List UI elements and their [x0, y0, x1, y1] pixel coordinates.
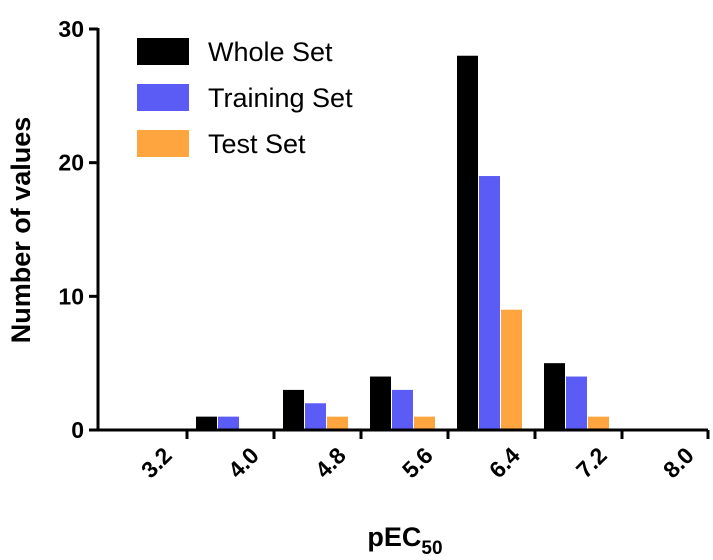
bar-test-set-5-6	[414, 416, 435, 429]
axes-group	[96, 28, 708, 432]
bars-group	[196, 55, 609, 429]
x-tick-label: 6.4	[484, 442, 525, 483]
x-tick-label: 4.8	[310, 442, 351, 483]
x-tick-label: 8.0	[658, 442, 699, 483]
bar-test-set-4-8	[327, 416, 348, 429]
x-tick-label: 7.2	[571, 442, 612, 483]
bar-training-set-7-2	[566, 376, 587, 429]
x-tick-label: 3.2	[136, 442, 177, 483]
bar-training-set-4-0	[218, 416, 239, 429]
y-axis-title: Number of values	[6, 117, 36, 344]
bar-training-set-6-4	[479, 176, 500, 429]
legend-label: Whole Set	[208, 37, 333, 67]
bar-whole-set-5-6	[370, 376, 391, 429]
x-axis-title: pEC50	[367, 522, 442, 559]
y-ticks-group: 0 10 20 30	[58, 16, 98, 443]
x-axis-title-main: pEC	[367, 522, 421, 552]
y-tick-label: 0	[71, 417, 84, 443]
x-tick-label: 5.6	[397, 442, 438, 483]
legend-swatch	[137, 130, 189, 157]
legend-label: Test Set	[208, 129, 306, 159]
bar-test-set-7-2	[588, 416, 609, 429]
bar-training-set-5-6	[392, 389, 413, 429]
legend-swatch	[137, 84, 189, 111]
legend-label: Training Set	[208, 83, 353, 113]
legend: Whole Set Training Set Test Set	[137, 37, 353, 159]
bar-whole-set-6-4	[457, 55, 478, 429]
y-tick-label: 30	[58, 16, 84, 42]
bar-test-set-6-4	[501, 309, 522, 429]
bar-whole-set-7-2	[544, 363, 565, 429]
y-tick-label: 20	[58, 150, 84, 176]
legend-swatch	[137, 38, 189, 65]
bar-whole-set-4-8	[283, 389, 304, 429]
x-tick-label: 4.0	[223, 442, 264, 483]
x-ticks-group: 3.2 4.0 4.8 5.6 6.4 7.2 8.0	[136, 430, 710, 483]
bar-whole-set-4-0	[196, 416, 217, 429]
y-tick-label: 10	[58, 283, 84, 309]
bar-training-set-4-8	[305, 403, 326, 429]
x-axis-title-subscript: 50	[421, 538, 442, 559]
